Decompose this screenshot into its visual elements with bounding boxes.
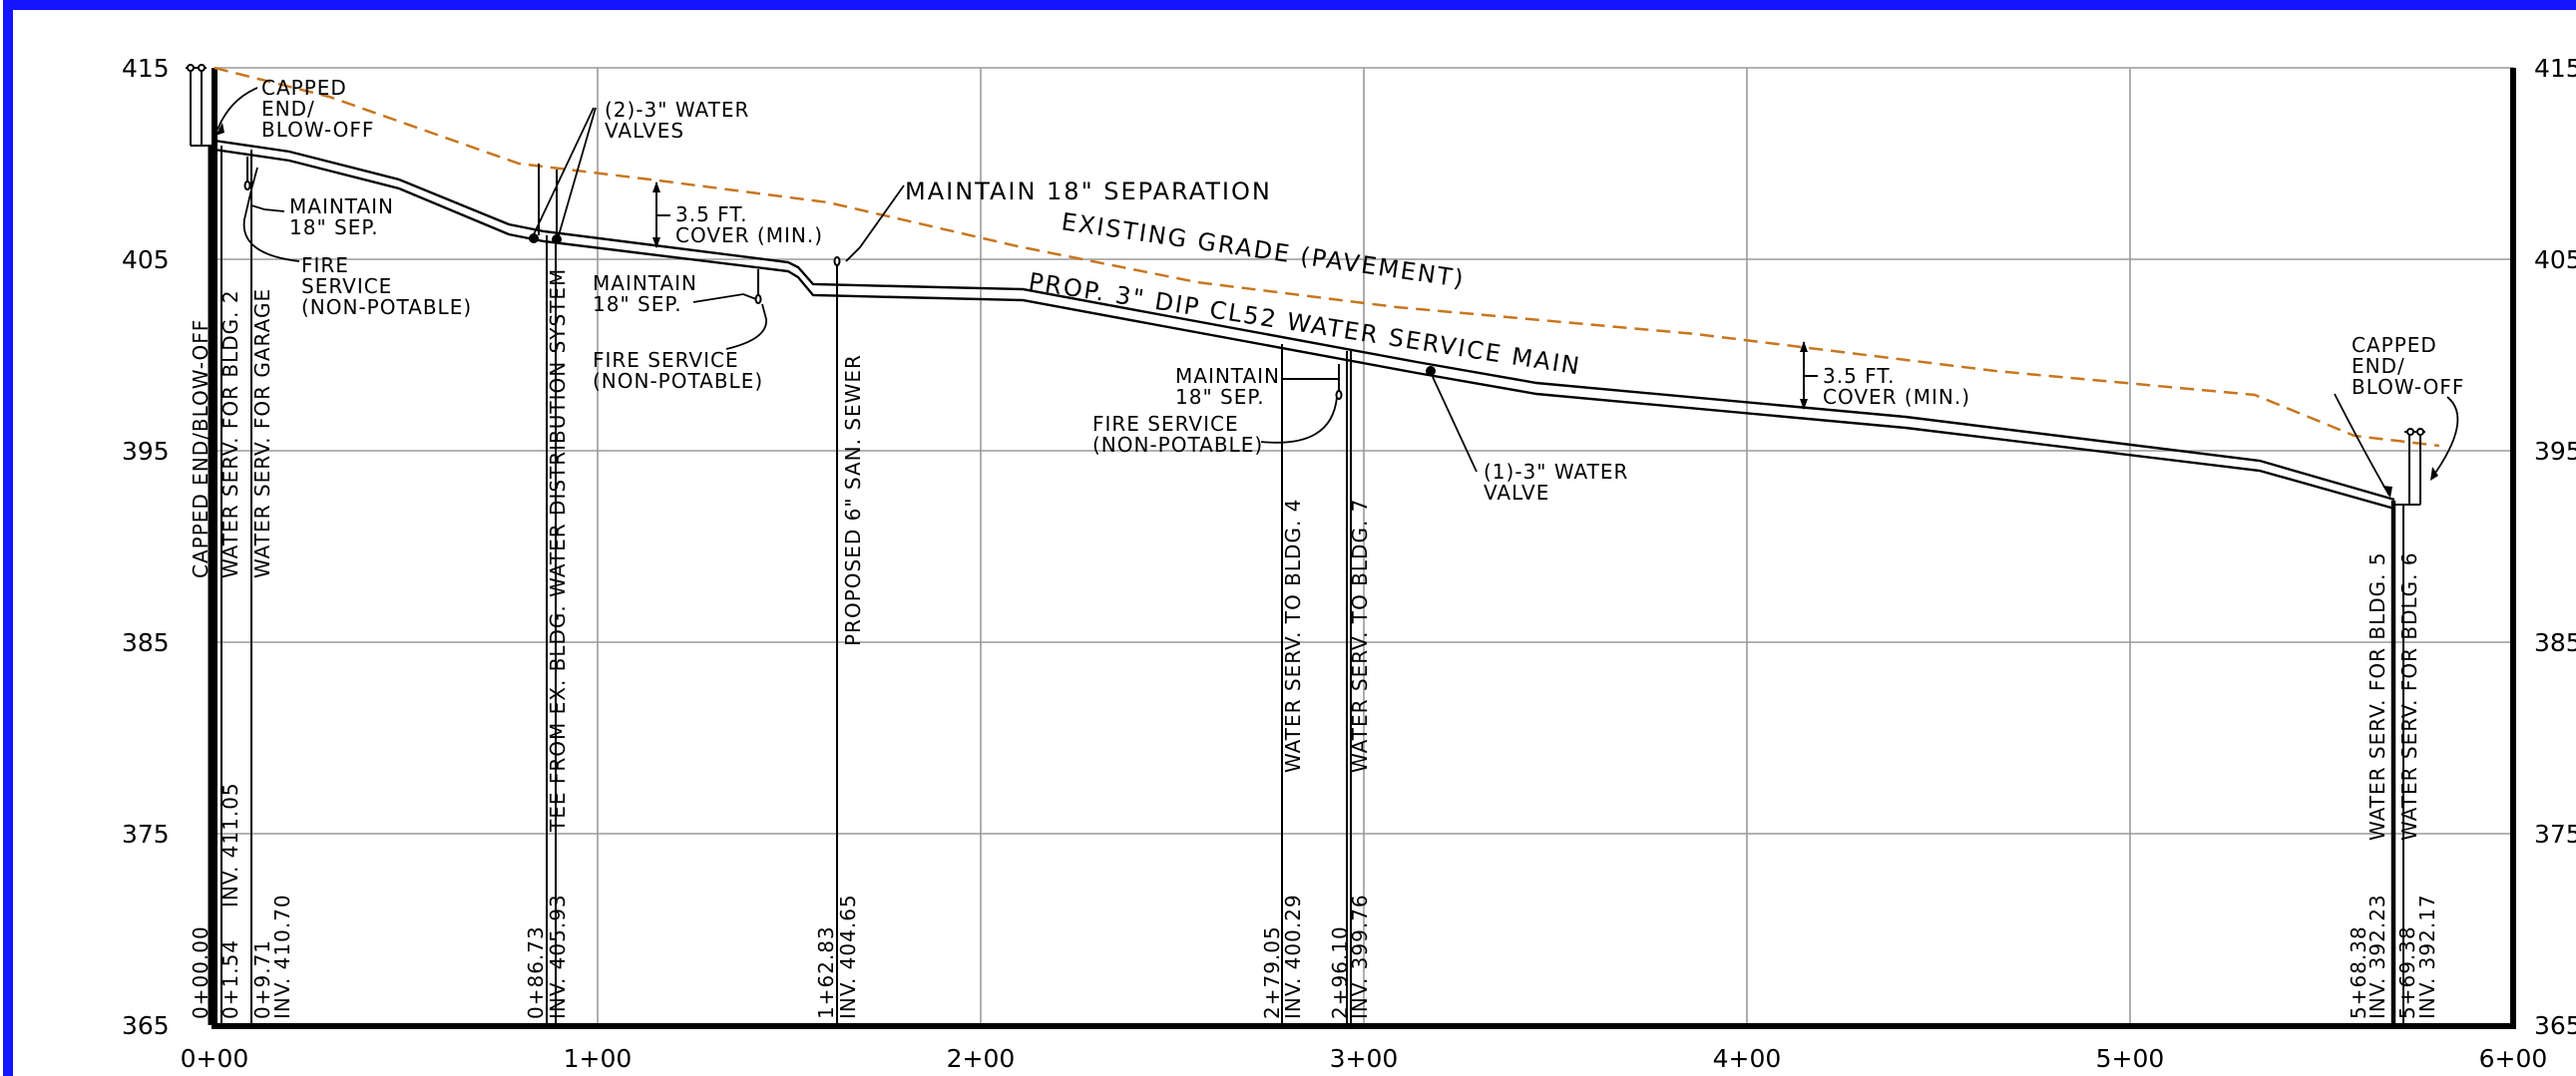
vertical-station-label: INV. 400.29	[1281, 894, 1305, 1019]
cover-dimension-2	[1800, 341, 1818, 410]
vertical-station-label: INV. 411.05	[218, 782, 242, 907]
y-tick: 405	[122, 245, 170, 274]
capped-end-label: END/	[2352, 354, 2405, 378]
maintain-sep-label: 18" SEP.	[1175, 385, 1265, 409]
vertical-station-label: INV. 405.93	[546, 894, 570, 1019]
water-main-top	[214, 139, 2395, 502]
vertical-station-label: 5+68.38	[2347, 925, 2370, 1019]
y-tick-labels-right: 415 405 395 385 375 365	[2534, 54, 2576, 1040]
x-tick: 4+00	[1713, 1044, 1782, 1073]
vertical-station-label: INV. 410.70	[270, 894, 294, 1019]
cover-dimension-1	[652, 181, 670, 248]
fire-service-label: (NON-POTABLE)	[593, 369, 763, 393]
water-valves-label: (2)-3" WATER	[605, 98, 749, 122]
capped-end-label: CAPPED	[2352, 333, 2437, 357]
vertical-station-label: WATER SERV. TO BLDG. 4	[1281, 499, 1305, 773]
y-tick: 395	[2534, 437, 2576, 466]
water-valve-label: (1)-3" WATER	[1484, 460, 1628, 484]
cover-label: COVER (MIN.)	[1823, 385, 1970, 409]
x-tick: 6+00	[2479, 1044, 2548, 1073]
y-tick: 395	[122, 437, 170, 466]
capped-end-finish	[2394, 428, 2425, 506]
fire-service-label: FIRE	[301, 253, 349, 277]
arrow-icon	[2382, 486, 2392, 498]
maintain-sep-label: 18" SEP.	[593, 292, 682, 316]
leaders	[216, 87, 2459, 497]
vertical-station-label: 0+9.71	[250, 939, 274, 1019]
x-tick: 0+00	[181, 1044, 249, 1073]
fire-service-label: (NON-POTABLE)	[1092, 433, 1263, 457]
water-valve-icon	[529, 233, 539, 243]
capped-end-label: END/	[261, 97, 315, 121]
capped-end-label: CAPPED	[261, 76, 347, 100]
water-main-label: PROP. 3" DIP CL52 WATER SERVICE MAIN	[1027, 267, 1583, 380]
vertical-station-label: TEE FROM EX. BLDG. WATER DISTRIBUTION SY…	[546, 268, 570, 833]
vertical-station-label: INV. 404.65	[836, 894, 860, 1019]
y-tick: 385	[122, 628, 170, 657]
arrow-icon	[215, 123, 224, 136]
x-tick: 3+00	[1330, 1044, 1399, 1073]
y-tick: 375	[122, 820, 170, 849]
capped-end-start	[186, 64, 215, 147]
valve-markers	[529, 164, 1436, 376]
fire-service-stubs	[243, 157, 1343, 400]
vertical-station-label: INV. 392.23	[2365, 894, 2389, 1019]
y-tick-labels-left: 415 405 395 385 375 365	[122, 54, 170, 1040]
water-main-bottom	[214, 148, 2395, 511]
cover-label: 3.5 FT.	[675, 202, 748, 226]
maintain-sep-label: MAINTAIN	[593, 271, 697, 295]
vertical-station-label: WATER SERV. TO BLDG. 7	[1348, 499, 1372, 773]
fire-service-label: SERVICE	[301, 274, 392, 298]
vertical-station-label: 0+1.54	[218, 939, 242, 1019]
cover-label: 3.5 FT.	[1823, 364, 1896, 388]
vertical-station-label: INV. 392.17	[2415, 894, 2439, 1019]
capped-end-label: BLOW-OFF	[261, 118, 374, 142]
y-tick: 385	[2534, 628, 2576, 657]
water-valve-icon	[552, 234, 562, 244]
vertical-station-label: WATER SERV. FOR GARAGE	[250, 288, 274, 578]
cover-label: COVER (MIN.)	[675, 223, 823, 247]
y-tick: 375	[2534, 820, 2576, 849]
x-tick-labels: 0+00 1+00 2+00 3+00 4+00 5+00 6+00	[181, 1044, 2548, 1073]
maintain-separation-label: MAINTAIN 18" SEPARATION	[905, 178, 1272, 205]
fire-service-label: (NON-POTABLE)	[301, 295, 472, 319]
sheet-border	[3, 0, 2576, 1076]
y-tick: 415	[2534, 54, 2576, 83]
x-tick: 2+00	[947, 1044, 1016, 1073]
vertical-station-label: 0+00.00	[189, 925, 213, 1019]
vertical-station-label: 2+79.05	[1260, 925, 1284, 1019]
y-tick: 415	[122, 54, 170, 83]
water-valve-label: VALVE	[1484, 481, 1549, 505]
water-valve-icon	[1426, 366, 1436, 376]
vertical-station-label: 1+62.83	[814, 925, 838, 1019]
fire-service-label: FIRE SERVICE	[1092, 412, 1239, 436]
vertical-station-label: INV. 399.76	[1348, 894, 1372, 1019]
vertical-labels: CAPPED END/BLOW-OFF 0+00.00 WATER SERV. …	[189, 268, 2439, 1019]
fire-service-label: FIRE SERVICE	[593, 348, 739, 372]
vertical-station-label: CAPPED END/BLOW-OFF	[189, 319, 213, 578]
vertical-station-label: 0+86.73	[524, 925, 548, 1019]
vertical-station-label: 2+96.10	[1328, 925, 1352, 1019]
vertical-station-label: 5+69.38	[2395, 925, 2419, 1019]
station-lines	[208, 146, 2404, 1025]
y-tick: 405	[2534, 245, 2576, 274]
maintain-sep-label: MAINTAIN	[289, 194, 394, 218]
capped-end-label: BLOW-OFF	[2352, 375, 2464, 399]
x-tick: 1+00	[564, 1044, 633, 1073]
x-tick: 5+00	[2096, 1044, 2165, 1073]
maintain-sep-label: 18" SEP.	[289, 215, 379, 239]
vertical-station-label: WATER SERV. FOR BLDG. 2	[218, 289, 242, 578]
water-valves-label: VALVES	[605, 119, 684, 143]
vertical-station-label: WATER SERV. FOR BLDG. 5	[2365, 551, 2389, 841]
vertical-station-label: PROPOSED 6" SAN. SEWER	[841, 354, 865, 646]
maintain-sep-label: MAINTAIN	[1175, 364, 1280, 388]
vertical-station-label: WATER SERV. FOR BDLG. 6	[2397, 551, 2421, 841]
arrow-icon	[2430, 467, 2438, 481]
y-tick: 365	[2534, 1011, 2576, 1040]
grid	[215, 67, 2514, 1025]
existing-grade-line	[214, 66, 2440, 448]
annotations: CAPPED END/ BLOW-OFF MAINTAIN 18" SEP. F…	[261, 76, 2464, 505]
y-tick: 365	[122, 1011, 170, 1040]
